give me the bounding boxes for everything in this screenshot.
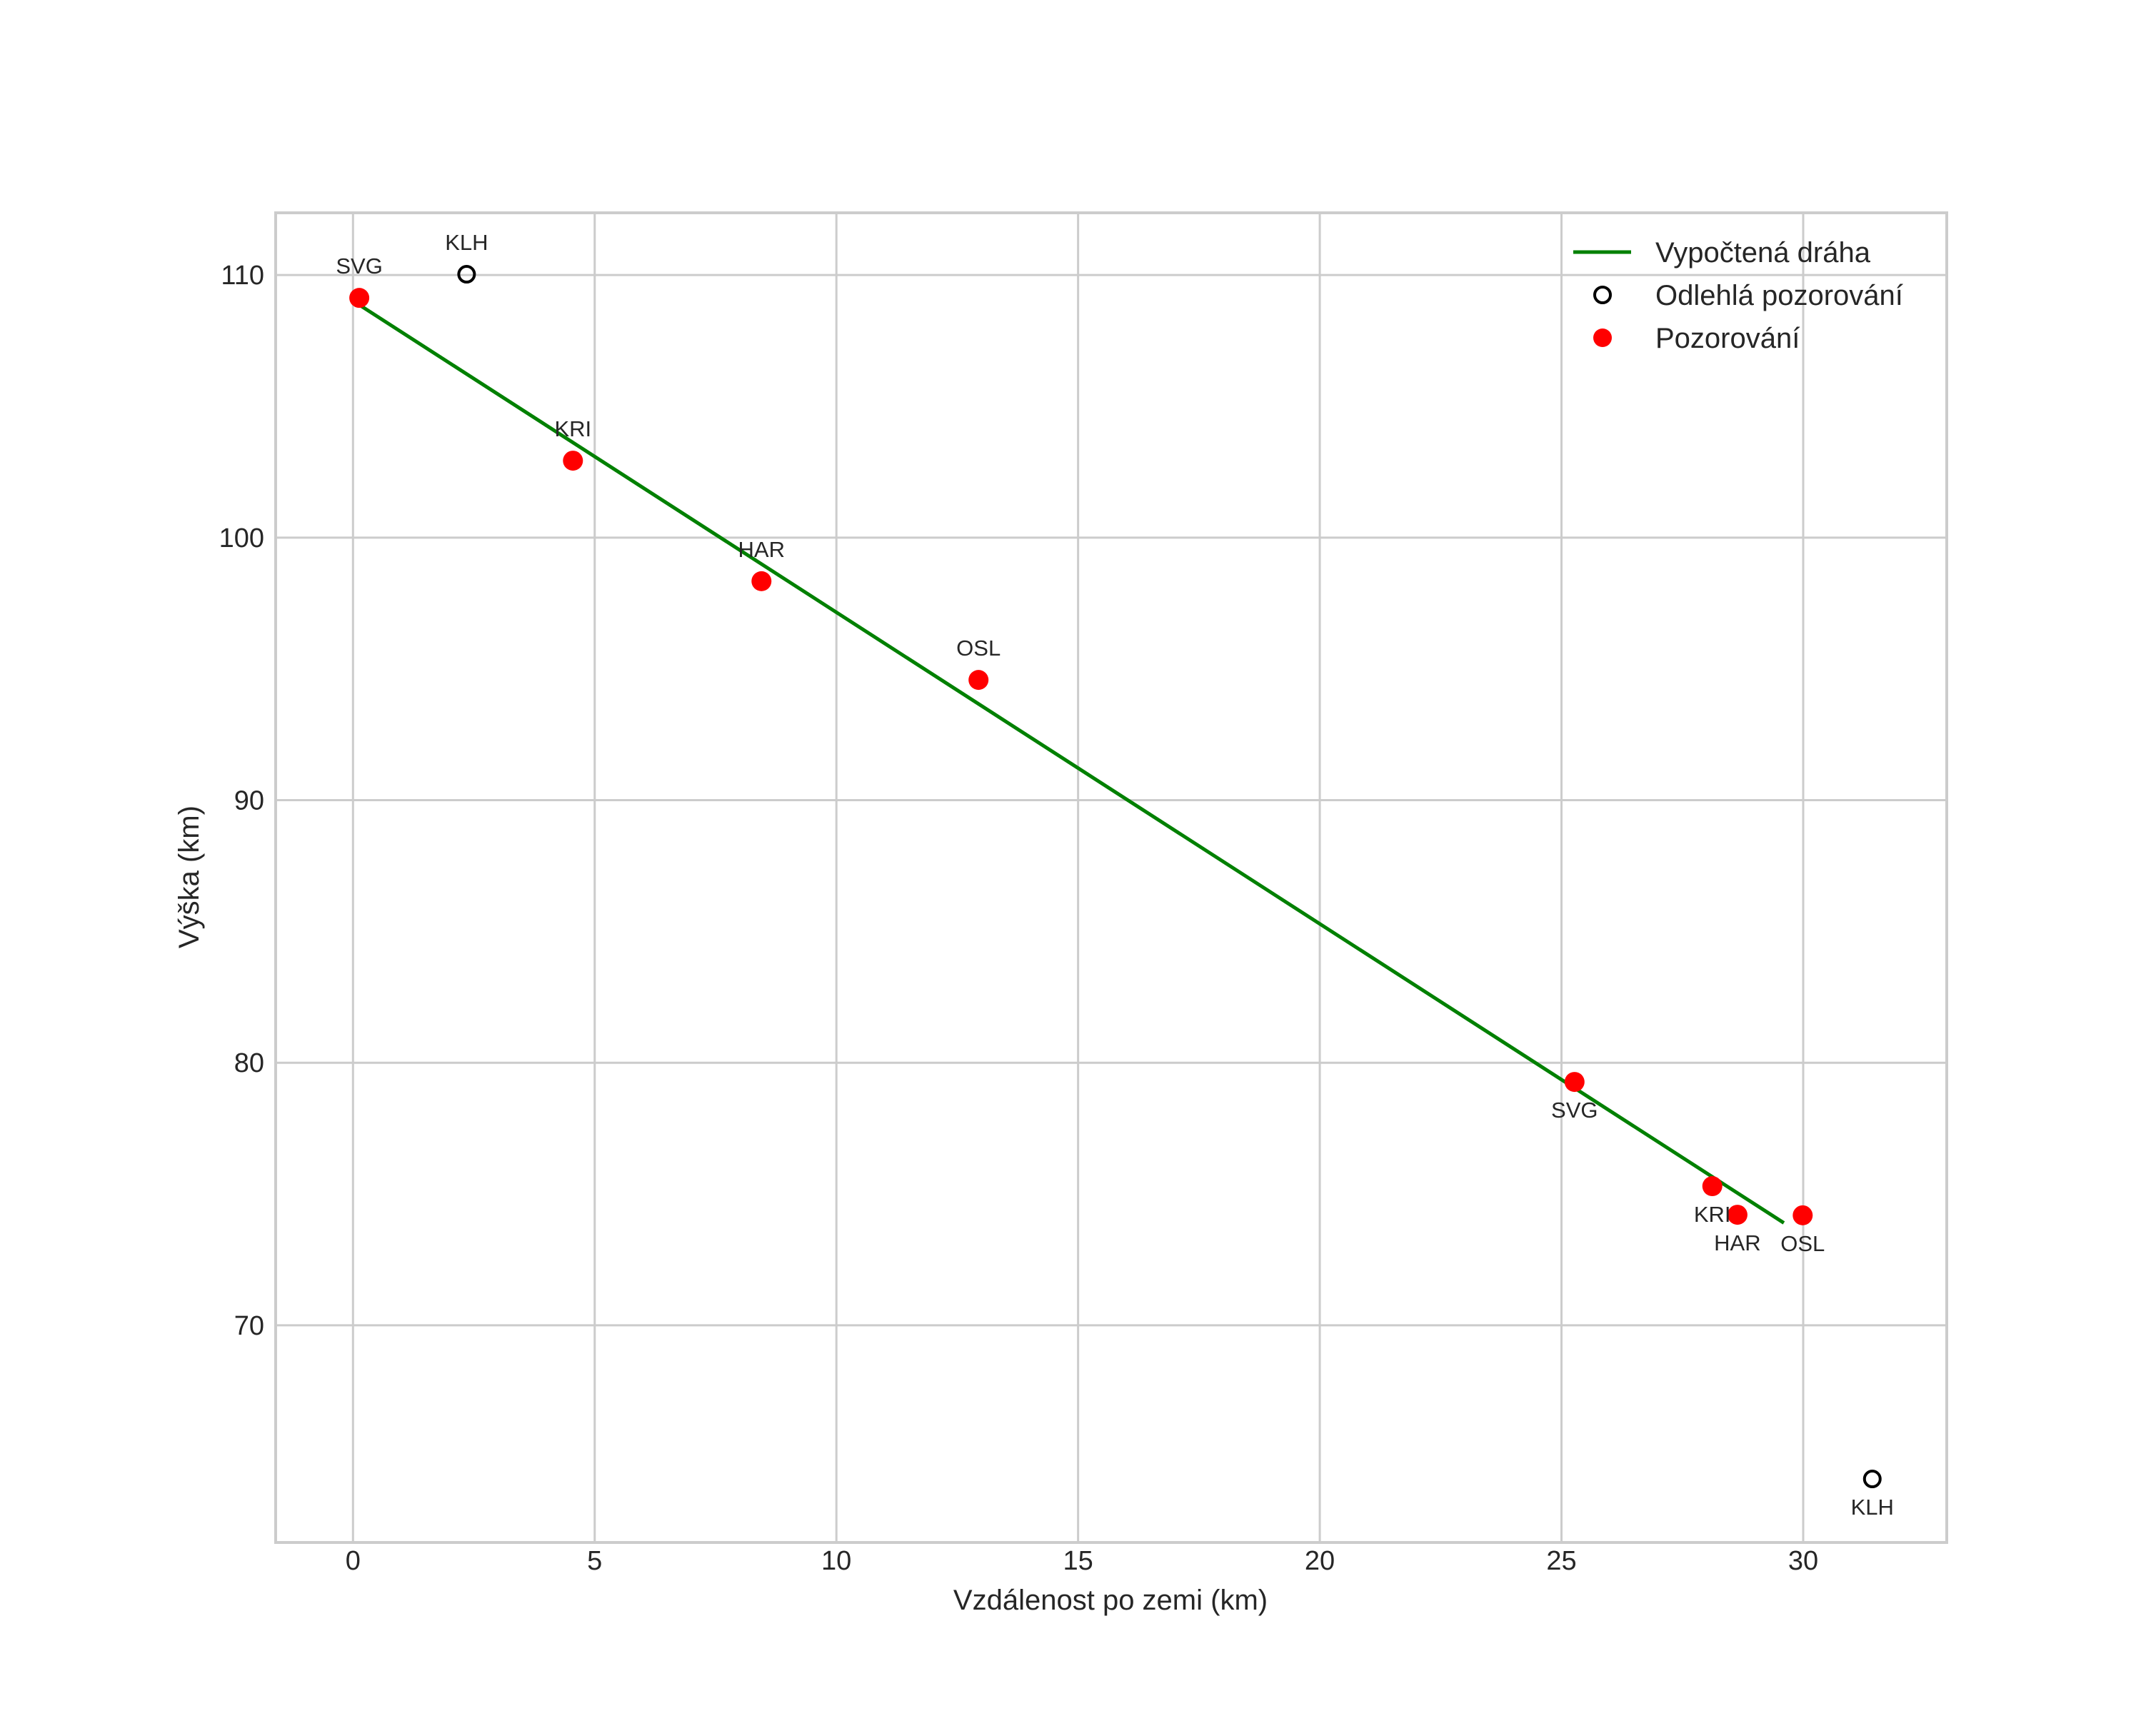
- observation-point: [1702, 1176, 1723, 1197]
- x-tick-label: 5: [587, 1546, 602, 1576]
- x-tick-label: 20: [1305, 1546, 1335, 1576]
- y-tick-label: 80: [234, 1048, 264, 1078]
- observation-point: [751, 571, 772, 591]
- legend-label-outliers: Odlehlá pozorování: [1655, 280, 1903, 311]
- legend-label-observations: Pozorování: [1655, 323, 1800, 354]
- observation-point: [968, 670, 989, 691]
- y-tick-label: 110: [221, 261, 264, 291]
- x-tick-label: 15: [1063, 1546, 1093, 1576]
- x-axis-label: Vzdálenost po zemi (km): [953, 1585, 1268, 1616]
- observation-point: [1564, 1072, 1585, 1093]
- y-tick-label: 70: [234, 1311, 264, 1341]
- station-label: OSL: [1780, 1231, 1825, 1256]
- observation-point: [1727, 1205, 1748, 1225]
- observation-point: [563, 451, 583, 471]
- grid-lines: [276, 213, 1947, 1542]
- data-series: [349, 265, 1882, 1489]
- outlier-point: [1862, 1470, 1882, 1489]
- legend-filled-circle-icon: [1593, 328, 1612, 347]
- station-label: KRI: [554, 416, 591, 441]
- y-tick-label: 90: [234, 786, 264, 816]
- station-label: KLH: [445, 230, 488, 255]
- station-label: SVG: [336, 254, 382, 279]
- station-label: KRI: [1694, 1202, 1731, 1227]
- station-label: HAR: [738, 537, 785, 562]
- legend: Vypočtená dráha Odlehlá pozorování Pozor…: [1573, 237, 1903, 354]
- station-label: HAR: [1714, 1230, 1760, 1255]
- station-label: KLH: [1851, 1495, 1894, 1520]
- station-label: OSL: [956, 636, 1001, 661]
- point-labels: KLH KLH SVG KRI HAR OSL SVG KRI HAR OSL: [336, 230, 1894, 1520]
- y-axis-ticks: 70 80 90 100 110: [219, 261, 264, 1341]
- x-tick-label: 30: [1788, 1546, 1818, 1576]
- trajectory-line: [356, 302, 1785, 1225]
- x-axis-ticks: 0 5 10 15 20 25 30: [346, 1546, 1818, 1576]
- x-tick-label: 25: [1546, 1546, 1576, 1576]
- y-axis-label: Výška (km): [174, 806, 205, 948]
- outlier-point: [457, 265, 476, 284]
- x-tick-label: 10: [821, 1546, 851, 1576]
- y-tick-label: 100: [219, 523, 264, 553]
- station-label: SVG: [1551, 1098, 1598, 1123]
- legend-label-trajectory: Vypočtená dráha: [1655, 237, 1871, 269]
- plot-frame: [274, 211, 1948, 1544]
- x-tick-label: 0: [346, 1546, 361, 1576]
- observation-point: [1793, 1205, 1813, 1225]
- legend-open-circle-icon: [1593, 286, 1612, 304]
- observation-point: [349, 288, 370, 308]
